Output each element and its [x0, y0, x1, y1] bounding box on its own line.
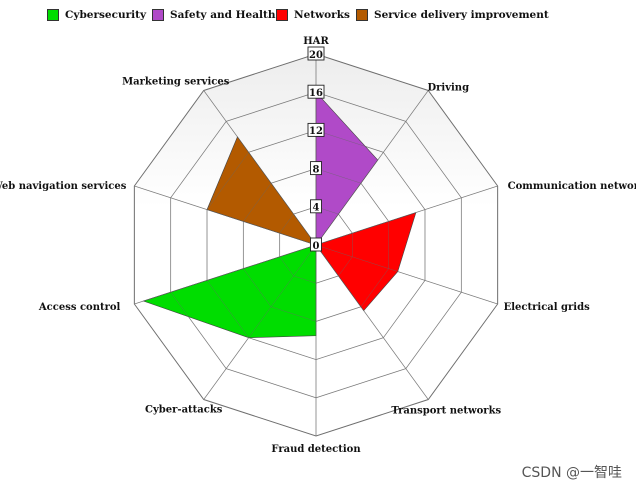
axis-label-har: HAR — [303, 36, 329, 47]
legend-item-networks: Networks — [276, 9, 350, 21]
tick-label: 20 — [307, 46, 325, 61]
axis-label-transport-networks: Transport networks — [391, 406, 501, 417]
grid-spoke-overlay — [315, 244, 498, 305]
axis-label-fraud-detection: Fraud detection — [271, 444, 361, 455]
legend-label-service-delivery-improvement: Service delivery improvement — [374, 9, 549, 21]
axis-label-cyber-attacks: Cyber-attacks — [145, 405, 223, 416]
legend-label-networks: Networks — [294, 9, 350, 21]
legend-item-service-delivery-improvement: Service delivery improvement — [356, 9, 549, 21]
svg-text:4: 4 — [313, 203, 320, 214]
legend-item-cybersecurity: Cybersecurity — [47, 9, 146, 21]
axis-label-access-control: Access control — [38, 302, 121, 313]
grid-spoke-overlay — [203, 90, 317, 246]
svg-text:0: 0 — [313, 241, 320, 252]
grid-spoke-overlay — [315, 244, 429, 400]
legend-swatch-networks — [276, 9, 288, 21]
svg-text:16: 16 — [309, 88, 323, 99]
tick-label: 12 — [307, 122, 325, 137]
legend-label-safety-and-health: Safety and Health — [170, 9, 276, 21]
grid-spoke-overlay — [315, 185, 498, 246]
legend-item-safety-and-health: Safety and Health — [152, 9, 276, 21]
legend-swatch-cybersecurity — [47, 9, 59, 21]
legend-swatch-service-delivery-improvement — [356, 9, 368, 21]
axis-label-web-navigation-services: Web navigation services — [0, 181, 127, 192]
grid-spoke-overlay — [315, 90, 429, 246]
svg-text:20: 20 — [309, 50, 323, 61]
axis-label-marketing-services: Marketing services — [122, 76, 230, 87]
tick-label: 4 — [310, 199, 322, 214]
grid-spoke-overlay — [134, 244, 317, 305]
tick-label: 0 — [310, 237, 322, 252]
tick-label: 16 — [307, 84, 325, 99]
svg-text:8: 8 — [313, 164, 320, 175]
watermark: CSDN @一智哇 — [521, 465, 622, 481]
legend: Cybersecurity Safety and Health Networks… — [0, 9, 636, 29]
axis-label-driving: Driving — [427, 82, 469, 93]
tick-label: 8 — [310, 161, 322, 175]
legend-swatch-safety-and-health — [152, 9, 164, 21]
legend-label-cybersecurity: Cybersecurity — [65, 9, 147, 21]
grid-spoke-overlay — [134, 185, 317, 246]
svg-text:12: 12 — [309, 126, 323, 137]
axis-label-electrical-grids: Electrical grids — [504, 302, 590, 313]
axis-label-communication-networks: Communication networks — [508, 181, 636, 192]
grid-spoke-overlay — [203, 244, 317, 400]
